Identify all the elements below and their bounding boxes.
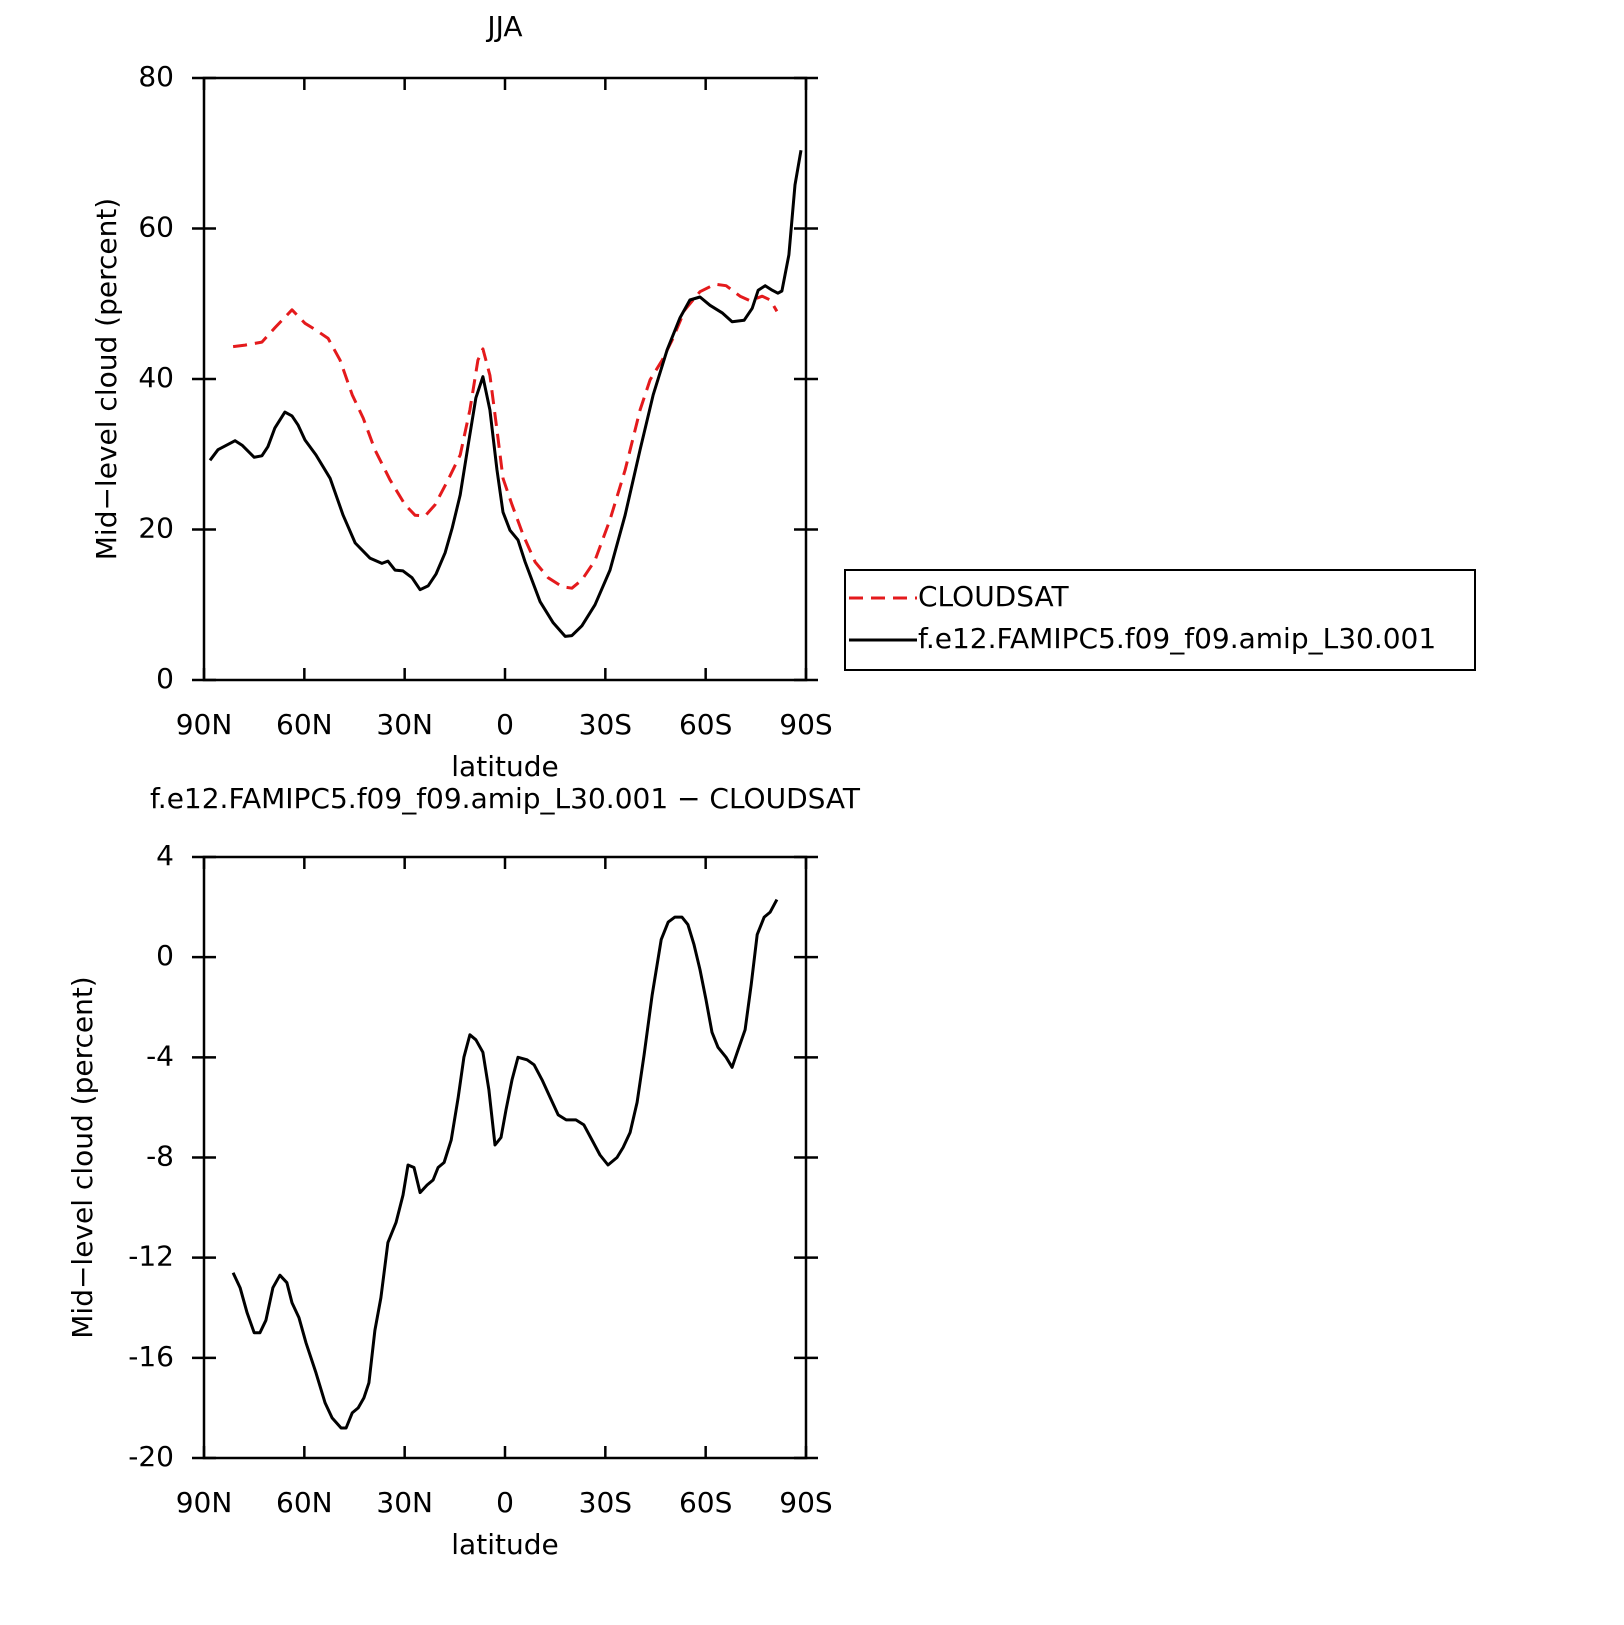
- x-tick-label: 60N: [276, 1486, 333, 1519]
- data-line: [231, 898, 779, 1430]
- x-tick-label: 30N: [376, 708, 433, 741]
- x-tick-label: 90N: [176, 708, 233, 741]
- x-tick-label: 30S: [579, 708, 632, 741]
- x-tick-label: 90N: [176, 1486, 233, 1519]
- x-tick-label: 0: [496, 708, 514, 741]
- y-tick-label: -8: [146, 1140, 174, 1173]
- x-tick-label: 60N: [276, 708, 333, 741]
- chart-title: JJA: [485, 10, 522, 43]
- plot-frame: [202, 855, 808, 1460]
- x-tick-label: 0: [496, 1486, 514, 1519]
- y-axis-label: Mid−level cloud (percent): [66, 976, 99, 1338]
- legend-box: [844, 569, 1476, 671]
- chart-title: f.e12.FAMIPC5.f09_f09.amip_L30.001 − CLO…: [150, 782, 861, 815]
- y-tick-label: 0: [156, 939, 174, 972]
- plot-frame: [202, 76, 808, 682]
- y-tick-label: -16: [128, 1340, 174, 1373]
- x-tick-label: 30S: [579, 1486, 632, 1519]
- y-tick-label: 80: [138, 60, 174, 93]
- y-tick-label: 0: [156, 662, 174, 695]
- y-tick-label: -12: [128, 1240, 174, 1273]
- x-axis-label: latitude: [451, 1528, 558, 1561]
- y-axis-label: Mid−level cloud (percent): [90, 198, 123, 560]
- y-tick-label: 20: [138, 512, 174, 545]
- x-tick-label: 60S: [679, 708, 732, 741]
- data-line: [208, 149, 803, 638]
- plot: JJA latitude Mid−level cloud (percent) 90N 6…: [90, 10, 1476, 783]
- legend-label: f.e12.FAMIPC5.f09_f09.amip_L30.001: [918, 622, 1436, 655]
- x-tick-label: 30N: [376, 1486, 433, 1519]
- plot: f.e12.FAMIPC5.f09_f09.amip_L30.001 − CLO…: [66, 782, 861, 1561]
- x-axis-label: latitude: [451, 750, 558, 783]
- x-tick-label: 90S: [779, 708, 832, 741]
- data-line: [232, 282, 779, 590]
- y-tick-label: 4: [156, 839, 174, 872]
- y-tick-label: 60: [138, 211, 174, 244]
- x-tick-label: 90S: [779, 1486, 832, 1519]
- y-tick-label: -4: [146, 1039, 174, 1072]
- y-tick-label: -20: [128, 1440, 174, 1473]
- legend-label: CLOUDSAT: [918, 580, 1070, 613]
- y-tick-label: 40: [138, 361, 174, 394]
- x-tick-label: 60S: [679, 1486, 732, 1519]
